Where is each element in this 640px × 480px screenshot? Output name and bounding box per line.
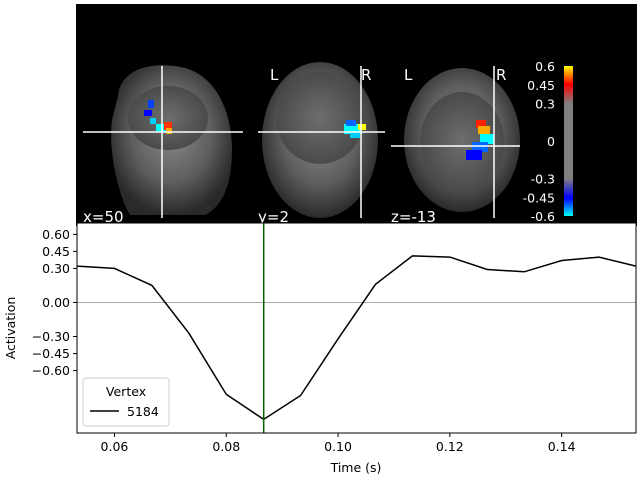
series-line-5184 [77, 255, 636, 421]
x-axis: 0.06 0.08 0.10 0.12 0.14 [101, 433, 576, 454]
coronal-brain-image [276, 72, 364, 164]
legend-box [82, 377, 170, 427]
coronal-left-label: L [270, 66, 279, 84]
timecourse-plot: 0.06 0.08 0.10 0.12 0.14 0.60 0.45 0.30 0.00 −0.… [3, 222, 637, 475]
coronal-view: L R [258, 62, 385, 218]
colorbar-tick-label: -0.6 [531, 209, 555, 224]
y-tick-label: −0.30 [32, 329, 70, 344]
sagittal-brain-image [128, 86, 208, 150]
axial-view: L R [391, 66, 520, 218]
x-axis-label: Time (s) [330, 460, 382, 475]
legend: Vertex 5184 [82, 377, 170, 427]
y-axis-label: Activation [3, 297, 18, 360]
y-tick-label: −0.60 [32, 363, 70, 378]
legend-series-label: 5184 [127, 404, 159, 419]
y-axis: 0.60 0.45 0.30 0.00 −0.30 −0.45 −0.60 [32, 227, 77, 378]
coronal-coord-label: y=2 [258, 208, 289, 226]
axial-left-label: L [404, 66, 413, 84]
colorbar-tick-label: 0 [547, 134, 555, 149]
brain-panel: L R L R x=50 y=2 z=-13 [76, 4, 637, 226]
colorbar-tick-labels: 0.6 0.45 0.3 0 -0.3 -0.45 -0.6 [523, 59, 555, 224]
legend-title: Vertex [106, 384, 146, 399]
colorbar-tick-label: 0.3 [535, 97, 555, 112]
sagittal-activation-blob [144, 100, 172, 134]
sagittal-view [83, 65, 243, 218]
y-tick-label: 0.30 [42, 261, 70, 276]
x-tick-label: 0.10 [324, 439, 352, 454]
plot-area [77, 223, 636, 433]
coronal-right-label: R [361, 66, 371, 84]
colorbar-gradient [564, 66, 573, 216]
axial-coord-label: z=-13 [391, 208, 436, 226]
x-tick-label: 0.14 [548, 439, 576, 454]
sagittal-coord-label: x=50 [83, 208, 124, 226]
y-tick-label: 0.60 [42, 227, 70, 242]
coronal-activation-blob [344, 120, 366, 138]
axial-brain-image [420, 92, 504, 192]
colorbar: 0.6 0.45 0.3 0 -0.3 -0.45 -0.6 [523, 59, 573, 224]
axial-right-label: R [496, 66, 506, 84]
colorbar-tick-label: 0.6 [535, 59, 555, 74]
colorbar-tick-label: -0.3 [531, 172, 555, 187]
colorbar-tick-label: 0.45 [527, 78, 555, 93]
y-tick-label: 0.45 [42, 244, 70, 259]
plot-frame [76, 222, 637, 434]
y-tick-label: −0.45 [32, 346, 70, 361]
x-tick-label: 0.08 [212, 439, 240, 454]
axial-activation-blob [466, 120, 494, 160]
x-tick-label: 0.06 [101, 439, 129, 454]
colorbar-tick-label: -0.45 [523, 190, 555, 205]
plot-marks [77, 223, 636, 433]
x-tick-label: 0.12 [436, 439, 464, 454]
y-tick-label: 0.00 [42, 295, 70, 310]
